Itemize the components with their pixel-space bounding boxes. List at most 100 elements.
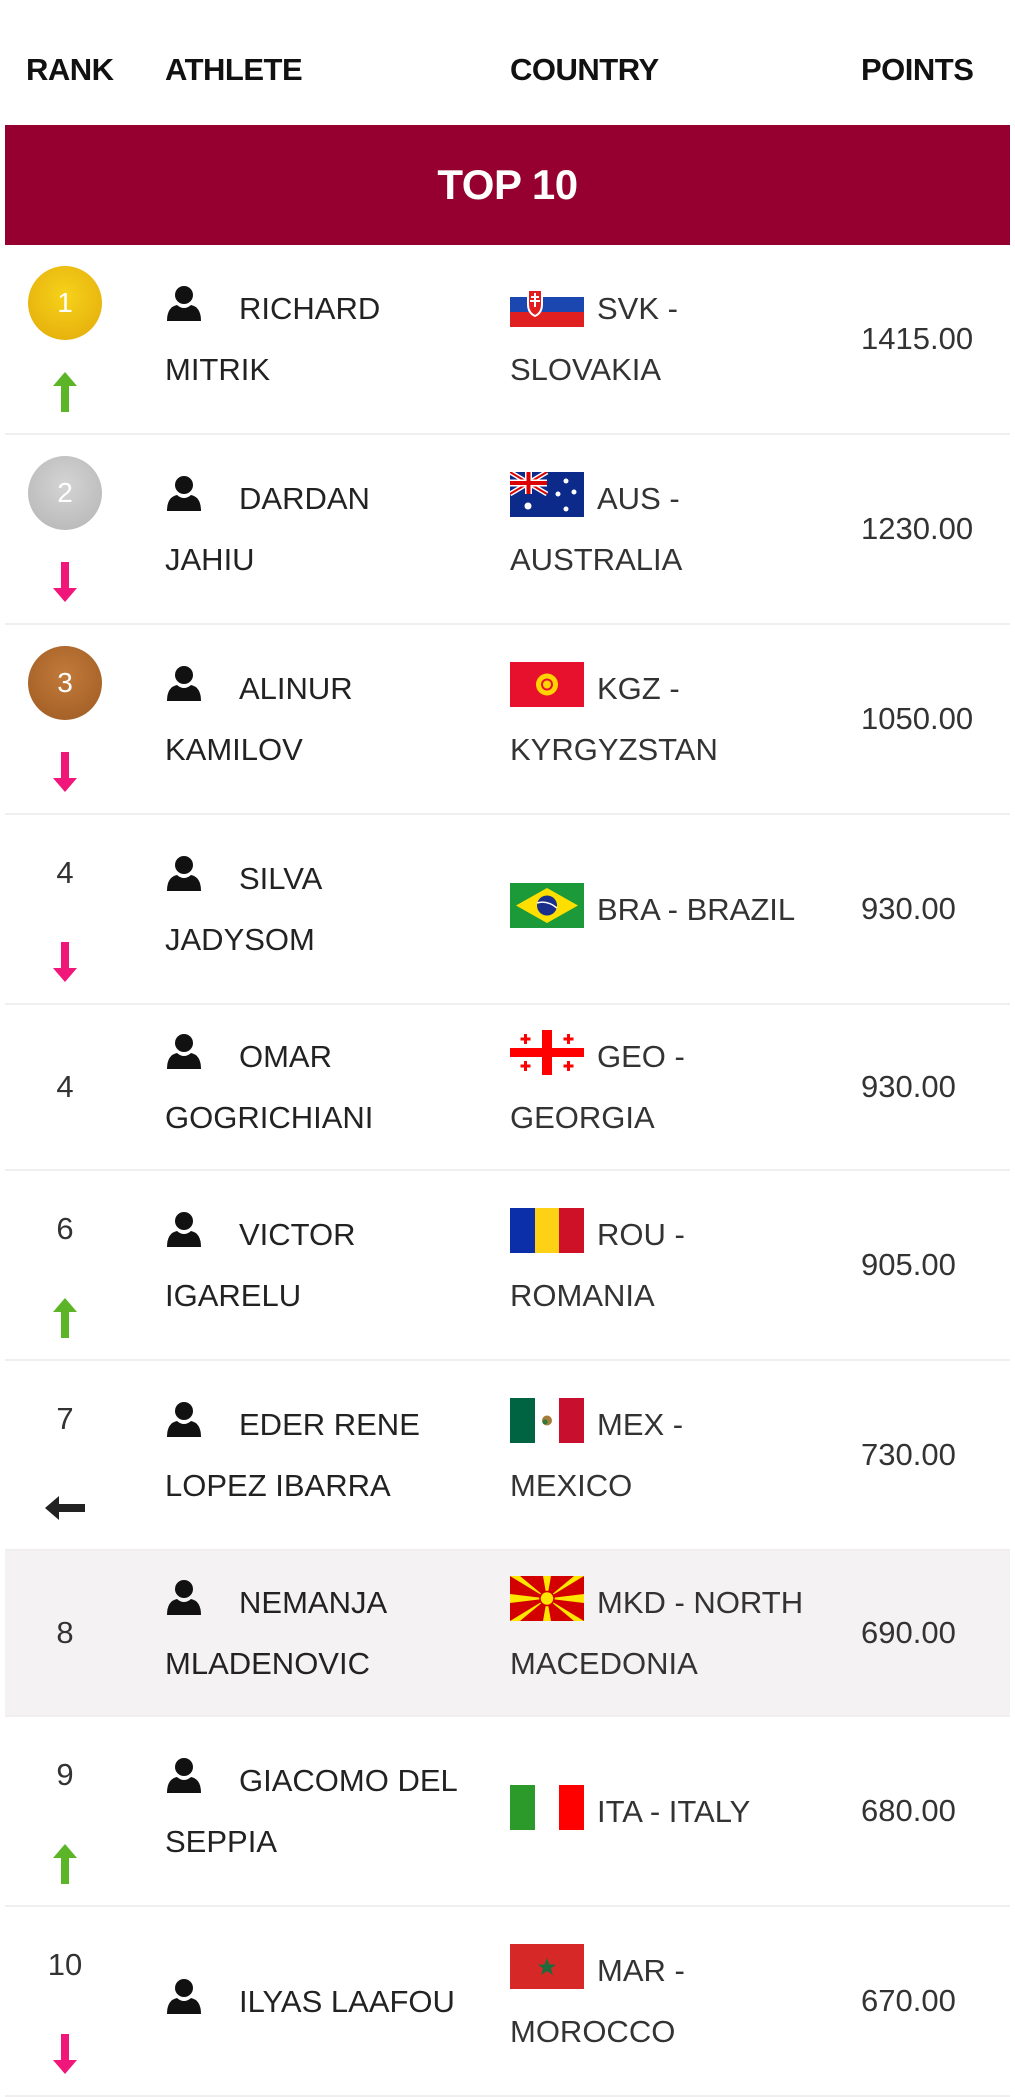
- points-value: 905.00: [861, 1247, 956, 1282]
- person-icon: [165, 1973, 203, 2014]
- person-icon: [165, 1028, 203, 1069]
- country-name: BRA - BRAZIL: [597, 891, 796, 927]
- country-name: MKD - NORTH: [597, 1585, 804, 1620]
- country-name: AUS -: [597, 481, 680, 516]
- country-cell: GEO - GEORGIA: [510, 1026, 861, 1148]
- points-value: 680.00: [861, 1793, 956, 1828]
- table-row[interactable]: 3 ALINUR KAMILOV KGZ - KYRGYZSTAN 1050.00: [5, 625, 1010, 815]
- bronze-medal-icon: 3: [28, 646, 102, 720]
- rank-cell: 1: [5, 266, 125, 412]
- rank-number: 4: [56, 1069, 74, 1104]
- rank-number: 2: [57, 477, 73, 508]
- rank-cell: 4: [5, 1050, 125, 1124]
- athlete-name: ALINUR: [239, 671, 353, 706]
- rank-number: 4: [56, 855, 74, 890]
- country-name: MOROCCO: [510, 2014, 676, 2049]
- rank-cell: 7: [5, 1382, 125, 1528]
- rank-cell: 3: [5, 646, 125, 792]
- flag-aus-icon: [510, 472, 584, 517]
- table-header: RANK ATHLETE COUNTRY POINTS: [0, 0, 1015, 125]
- country-name: SVK -: [597, 291, 678, 326]
- country-name: GEO -: [597, 1039, 685, 1074]
- person-icon: [165, 660, 203, 701]
- athlete-name: KAMILOV: [165, 732, 303, 767]
- athlete-cell[interactable]: EDER RENE LOPEZ IBARRA: [125, 1394, 510, 1516]
- ranking-list: 1 RICHARD MITRIK SVK - SLOVAKIA 1415.00 2 D…: [0, 245, 1015, 2097]
- person-icon: [165, 280, 203, 321]
- athlete-cell[interactable]: DARDAN JAHIU: [125, 468, 510, 590]
- points-value: 1415.00: [861, 321, 974, 356]
- athlete-name: MLADENOVIC: [165, 1646, 370, 1681]
- athlete-name: JAHIU: [165, 542, 255, 577]
- athlete-cell[interactable]: OMAR GOGRICHIANI: [125, 1026, 510, 1148]
- rank-number: 10: [47, 1947, 83, 1982]
- header-athlete: ATHLETE: [165, 52, 303, 87]
- country-name: AUSTRALIA: [510, 542, 683, 577]
- flag-mex-icon: [510, 1398, 584, 1443]
- rank-cell: 6: [5, 1192, 125, 1338]
- silver-medal-icon: 2: [28, 456, 102, 530]
- country-name: SLOVAKIA: [510, 352, 662, 387]
- flag-geo-icon: [510, 1030, 584, 1075]
- country-cell: SVK - SLOVAKIA: [510, 278, 861, 400]
- athlete-cell[interactable]: RICHARD MITRIK: [125, 278, 510, 400]
- arrow-up-icon: [53, 1298, 77, 1338]
- country-name: KYRGYZSTAN: [510, 732, 718, 767]
- rank-number: 9: [56, 1757, 74, 1792]
- flag-mar-icon: [510, 1944, 584, 1989]
- athlete-name: IGARELU: [165, 1278, 302, 1313]
- table-row[interactable]: 4 OMAR GOGRICHIANI GEO - GEORGIA 930.00: [5, 1005, 1010, 1171]
- rank-cell: 10: [5, 1928, 125, 2074]
- points-value: 690.00: [861, 1615, 956, 1650]
- athlete-name: NEMANJA: [239, 1585, 388, 1620]
- rank-cell: 4: [5, 836, 125, 982]
- points-value: 930.00: [861, 1069, 956, 1104]
- person-icon: [165, 1206, 203, 1247]
- athlete-name: GIACOMO DEL: [239, 1763, 458, 1798]
- athlete-name: MITRIK: [165, 352, 271, 387]
- flag-kgz-icon: [510, 662, 584, 707]
- athlete-cell[interactable]: GIACOMO DEL SEPPIA: [125, 1750, 510, 1872]
- athlete-name: ILYAS LAAFOU: [239, 1983, 455, 2019]
- athlete-cell[interactable]: ALINUR KAMILOV: [125, 658, 510, 780]
- country-name: MAR -: [597, 1953, 685, 1988]
- athlete-cell[interactable]: NEMANJA MLADENOVIC: [125, 1572, 510, 1694]
- gold-medal-icon: 1: [28, 266, 102, 340]
- country-name: MEXICO: [510, 1468, 633, 1503]
- athlete-name: SEPPIA: [165, 1824, 277, 1859]
- arrow-left-icon: [45, 1488, 85, 1528]
- person-icon: [165, 850, 203, 891]
- country-name: ROU -: [597, 1217, 685, 1252]
- country-cell: ROU - ROMANIA: [510, 1204, 861, 1326]
- table-row[interactable]: 1 RICHARD MITRIK SVK - SLOVAKIA 1415.00: [5, 245, 1010, 435]
- country-cell: MAR - MOROCCO: [510, 1940, 861, 2062]
- points-value: 1230.00: [861, 511, 974, 546]
- person-icon: [165, 1574, 203, 1615]
- athlete-cell[interactable]: VICTOR IGARELU: [125, 1204, 510, 1326]
- country-name: GEORGIA: [510, 1100, 655, 1135]
- country-name: KGZ -: [597, 671, 680, 706]
- flag-ita-icon: [510, 1784, 584, 1830]
- table-row[interactable]: 8 NEMANJA MLADENOVIC MKD - NORTH MACEDONIA…: [5, 1551, 1010, 1717]
- athlete-cell[interactable]: SILVA JADYSOM: [125, 848, 510, 970]
- table-row[interactable]: 9 GIACOMO DEL SEPPIA ITA - ITALY 680.00: [5, 1717, 1010, 1907]
- points-value: 1050.00: [861, 701, 974, 736]
- athlete-name: VICTOR: [239, 1217, 356, 1252]
- athlete-name: RICHARD: [239, 291, 381, 326]
- country-name: MACEDONIA: [510, 1646, 698, 1681]
- table-row[interactable]: 2 DARDAN JAHIU AUS - AUSTRALIA 1230.00: [5, 435, 1010, 625]
- rank-number: 7: [56, 1401, 74, 1436]
- country-cell: AUS - AUSTRALIA: [510, 468, 861, 590]
- table-row[interactable]: 6 VICTOR IGARELU ROU - ROMANIA 905.00: [5, 1171, 1010, 1361]
- arrow-up-icon: [53, 372, 77, 412]
- athlete-cell[interactable]: ILYAS LAAFOU: [125, 1971, 510, 2032]
- arrow-down-icon: [53, 2034, 77, 2074]
- table-row[interactable]: 4 SILVA JADYSOM BRA - BRAZIL 930.00: [5, 815, 1010, 1005]
- athlete-name: LOPEZ IBARRA: [165, 1468, 391, 1503]
- country-cell: MEX - MEXICO: [510, 1394, 861, 1516]
- table-row[interactable]: 10 ILYAS LAAFOU MAR - MOROCCO 670.00: [5, 1907, 1010, 2097]
- arrow-up-icon: [53, 1844, 77, 1884]
- table-row[interactable]: 7 EDER RENE LOPEZ IBARRA MEX - MEXICO 730.…: [5, 1361, 1010, 1551]
- country-cell: ITA - ITALY: [510, 1781, 861, 1842]
- flag-svk-icon: [510, 282, 584, 327]
